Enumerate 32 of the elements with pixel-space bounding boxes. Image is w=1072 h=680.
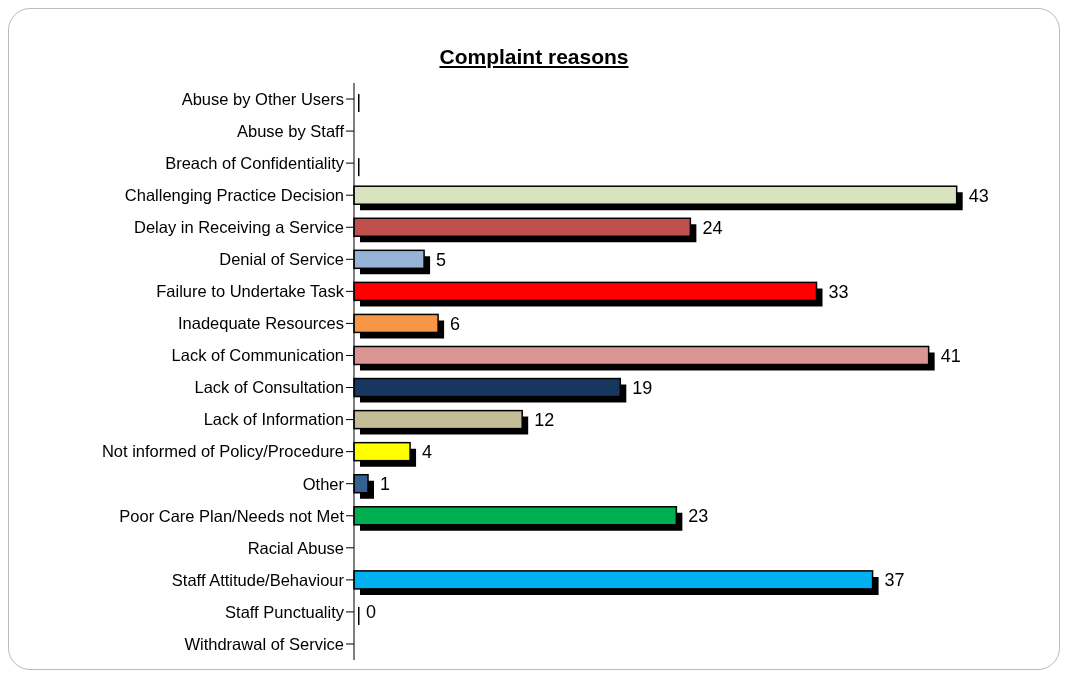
y-tick-label: Not informed of Policy/Procedure [101, 442, 344, 461]
data-label: 23 [688, 506, 709, 527]
y-tick-label: Failure to Undertake Task [156, 282, 345, 301]
y-tick-label: Delay in Receiving a Service [133, 218, 344, 237]
data-label: 43 [968, 185, 989, 206]
data-label: 24 [702, 217, 723, 238]
y-tick-label: Other [302, 474, 345, 493]
data-label: 0 [366, 602, 377, 623]
y-tick-label: Lack of Consultation [194, 378, 344, 397]
y-tick-label: Racial Abuse [247, 538, 344, 557]
y-tick-label: Challenging Practice Decision [124, 186, 344, 205]
data-label: 1 [380, 474, 391, 495]
y-tick-label: Lack of Information [203, 410, 344, 429]
y-tick-label: Staff Attitude/Behaviour [171, 570, 345, 589]
data-label: 6 [450, 313, 461, 334]
data-label: 41 [940, 345, 961, 366]
data-label: 33 [828, 281, 849, 302]
y-tick-label: Withdrawal of Service [184, 634, 344, 653]
y-tick-label: Denial of Service [219, 250, 344, 269]
y-tick-label: Inadequate Resources [177, 314, 344, 333]
data-label: 4 [422, 442, 433, 463]
y-tick-label: Breach of Confidentiality [165, 154, 345, 172]
y-tick-label: Lack of Communication [171, 346, 344, 365]
data-label: 5 [436, 249, 447, 270]
y-tick-label: Abuse by Other Users [181, 89, 344, 108]
chart-title: Complaint reasons [438, 45, 630, 69]
y-tick-label: Staff Punctuality [225, 602, 345, 621]
data-label: 19 [632, 377, 653, 398]
data-label: 12 [534, 410, 555, 430]
y-tick-label: Abuse by Staff [236, 121, 345, 140]
y-tick-label: Poor Care Plan/Needs not Met [119, 506, 345, 525]
data-label: 37 [884, 570, 905, 591]
